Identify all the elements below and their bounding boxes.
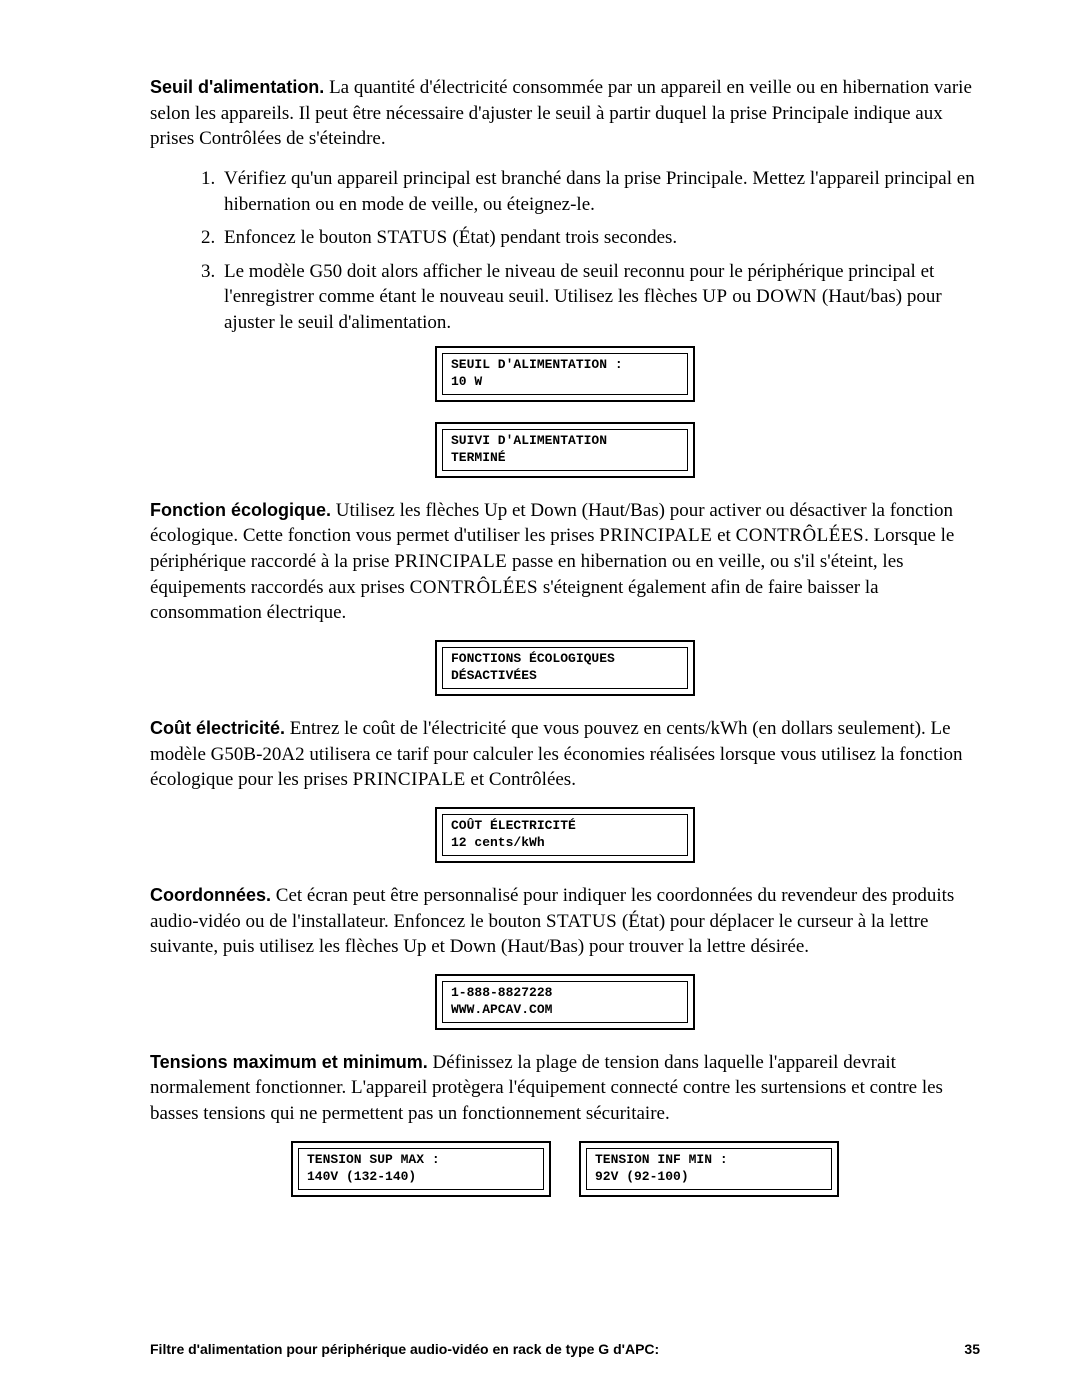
eco-sc1: PRINCIPALE — [599, 525, 712, 546]
cout-heading: Coût électricité. — [150, 718, 285, 738]
lcd-inner: FONCTIONS ÉCOLOGIQUES DÉSACTIVÉES — [442, 647, 688, 689]
lcd-inner: COÛT ÉLECTRICITÉ 12 cents/kWh — [442, 814, 688, 856]
footer-title: Filtre d'alimentation pour périphérique … — [150, 1341, 659, 1357]
coord-lcd-group: 1-888-8827228 WWW.APCAV.COM — [150, 974, 980, 1030]
eco-heading: Fonction écologique. — [150, 500, 331, 520]
coord-sc1: STATUS — [546, 911, 617, 932]
lcd-tension-min: TENSION INF MIN : 92V (92-100) — [579, 1141, 839, 1197]
lcd-line: FONCTIONS ÉCOLOGIQUES — [451, 651, 679, 668]
page: Seuil d'alimentation. La quantité d'élec… — [0, 0, 1080, 1397]
lcd-line: 140V (132-140) — [307, 1169, 535, 1186]
tensions-paragraph: Tensions maximum et minimum. Définissez … — [150, 1050, 980, 1127]
page-footer: Filtre d'alimentation pour périphérique … — [0, 1341, 1080, 1357]
lcd-line: 1-888-8827228 — [451, 985, 679, 1002]
lcd-line: 92V (92-100) — [595, 1169, 823, 1186]
coord-paragraph: Coordonnées. Cet écran peut être personn… — [150, 883, 980, 960]
footer-page-number: 35 — [964, 1341, 980, 1357]
step-1: Vérifiez qu'un appareil principal est br… — [220, 166, 980, 217]
eco-paragraph: Fonction écologique. Utilisez les flèche… — [150, 498, 980, 626]
step-3-sc2: DOWN — [756, 286, 817, 307]
coord-heading: Coordonnées. — [150, 885, 271, 905]
cout-paragraph: Coût électricité. Entrez le coût de l'él… — [150, 716, 980, 793]
tensions-lcd-row: TENSION SUP MAX : 140V (132-140) TENSION… — [150, 1141, 980, 1197]
step-2-post: (État) pendant trois secondes. — [448, 227, 678, 248]
lcd-line: SEUIL D'ALIMENTATION : — [451, 357, 679, 374]
tensions-heading: Tensions maximum et minimum. — [150, 1052, 428, 1072]
lcd-inner: SUIVI D'ALIMENTATION TERMINÉ — [442, 429, 688, 471]
lcd-line: WWW.APCAV.COM — [451, 1002, 679, 1019]
lcd-line: 12 cents/kWh — [451, 835, 679, 852]
lcd-coord: 1-888-8827228 WWW.APCAV.COM — [435, 974, 695, 1030]
lcd-line: TENSION INF MIN : — [595, 1152, 823, 1169]
eco-sc3: PRINCIPALE — [394, 551, 507, 572]
step-3-mid: ou — [728, 286, 757, 307]
step-1-text: Vérifiez qu'un appareil principal est br… — [224, 168, 975, 215]
lcd-seuil-value: SEUIL D'ALIMENTATION : 10 W — [435, 346, 695, 402]
lcd-line: DÉSACTIVÉES — [451, 668, 679, 685]
lcd-line: SUIVI D'ALIMENTATION — [451, 433, 679, 450]
lcd-tension-max: TENSION SUP MAX : 140V (132-140) — [291, 1141, 551, 1197]
eco-sc4: CONTRÔLÉES — [410, 577, 539, 598]
lcd-inner: SEUIL D'ALIMENTATION : 10 W — [442, 353, 688, 395]
eco-lcd-group: FONCTIONS ÉCOLOGIQUES DÉSACTIVÉES — [150, 640, 980, 696]
seuil-steps: Vérifiez qu'un appareil principal est br… — [150, 166, 980, 336]
lcd-inner: TENSION INF MIN : 92V (92-100) — [586, 1148, 832, 1190]
lcd-inner: 1-888-8827228 WWW.APCAV.COM — [442, 981, 688, 1023]
lcd-line: TERMINÉ — [451, 450, 679, 467]
eco-p2: et — [712, 525, 735, 546]
cout-sc1: PRINCIPALE — [353, 769, 466, 790]
step-2-sc: STATUS — [376, 227, 447, 248]
seuil-lcd-group: SEUIL D'ALIMENTATION : 10 W SUIVI D'ALIM… — [150, 346, 980, 478]
seuil-heading: Seuil d'alimentation. — [150, 77, 324, 97]
lcd-line: 10 W — [451, 374, 679, 391]
step-2: Enfoncez le bouton STATUS (État) pendant… — [220, 225, 980, 251]
lcd-inner: TENSION SUP MAX : 140V (132-140) — [298, 1148, 544, 1190]
step-3: Le modèle G50 doit alors afficher le niv… — [220, 259, 980, 336]
lcd-cout: COÛT ÉLECTRICITÉ 12 cents/kWh — [435, 807, 695, 863]
step-2-pre: Enfoncez le bouton — [224, 227, 376, 248]
lcd-suivi: SUIVI D'ALIMENTATION TERMINÉ — [435, 422, 695, 478]
seuil-paragraph: Seuil d'alimentation. La quantité d'élec… — [150, 75, 980, 152]
lcd-line: COÛT ÉLECTRICITÉ — [451, 818, 679, 835]
lcd-line: TENSION SUP MAX : — [307, 1152, 535, 1169]
cout-lcd-group: COÛT ÉLECTRICITÉ 12 cents/kWh — [150, 807, 980, 863]
eco-sc2: CONTRÔLÉES — [736, 525, 865, 546]
cout-p2: et Contrôlées. — [466, 769, 576, 790]
step-3-sc1: UP — [702, 286, 727, 307]
lcd-eco: FONCTIONS ÉCOLOGIQUES DÉSACTIVÉES — [435, 640, 695, 696]
